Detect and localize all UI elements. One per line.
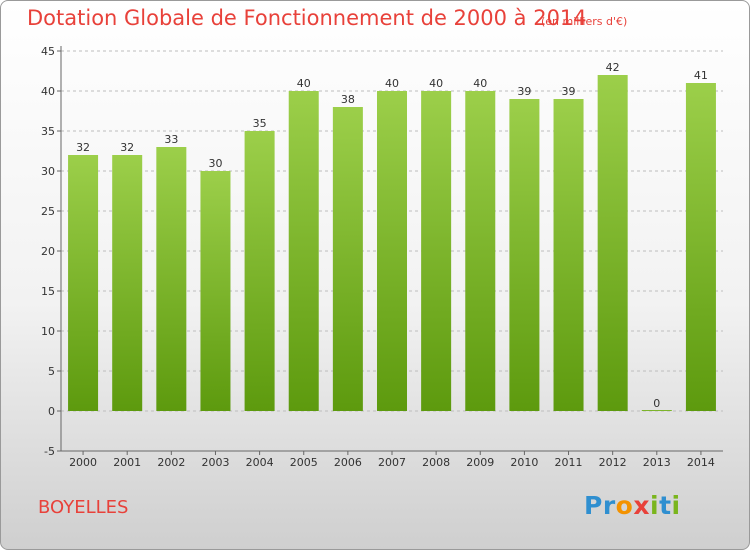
bar-2004	[244, 131, 275, 411]
value-label-2010: 39	[517, 85, 531, 98]
value-label-2013: 0	[653, 397, 660, 410]
y-tick-label: 40	[41, 85, 55, 98]
value-label-2006: 38	[341, 93, 355, 106]
y-tick-label: 5	[48, 365, 55, 378]
y-tick-label: 15	[41, 285, 55, 298]
value-label-2007: 40	[385, 77, 399, 90]
logo-letter: r	[602, 491, 616, 520]
commune-name: BOYELLES	[38, 497, 129, 518]
logo-letter: x	[633, 491, 650, 520]
bar-2011	[553, 99, 584, 411]
y-tick-label: 20	[41, 245, 55, 258]
bar-2006	[332, 107, 363, 411]
bar-2002	[156, 147, 187, 411]
logo-letter: i	[671, 491, 681, 520]
x-tick-label-2012: 2012	[599, 456, 627, 469]
bar-2001	[112, 155, 143, 411]
value-label-2005: 40	[297, 77, 311, 90]
x-tick-label-2010: 2010	[510, 456, 538, 469]
chart-title: Dotation Globale de Fonctionnement de 20…	[27, 6, 587, 30]
x-tick-label-2001: 2001	[113, 456, 141, 469]
x-tick-label-2011: 2011	[555, 456, 583, 469]
x-tick-label-2006: 2006	[334, 456, 362, 469]
bar-2000	[68, 155, 99, 411]
y-tick-label: 0	[48, 405, 55, 418]
value-label-2003: 30	[208, 157, 222, 170]
bars	[68, 75, 716, 411]
x-tick-label-2002: 2002	[157, 456, 185, 469]
y-tick-label: 30	[41, 165, 55, 178]
value-label-2001: 32	[120, 141, 134, 154]
bar-2009	[465, 91, 496, 411]
value-label-2002: 33	[164, 133, 178, 146]
x-tick-label-2004: 2004	[246, 456, 274, 469]
logo-letter: t	[659, 491, 672, 520]
axes: -5 0 5 10 15 20 25 30 35 40 45 2000 2001 2002 2003 2004…	[41, 45, 723, 469]
value-label-2011: 39	[562, 85, 576, 98]
x-tick-label-2005: 2005	[290, 456, 318, 469]
bar-2010	[509, 99, 540, 411]
y-tick-label: 10	[41, 325, 55, 338]
proxiti-logo: Proxiti	[584, 491, 681, 520]
chart-unit-note: (en milliers d'€)	[541, 15, 628, 28]
value-labels: 32 32 33 30 35 40 38 40 40 40 39 39 42 0 41	[76, 61, 708, 410]
logo-letter: i	[650, 491, 660, 520]
value-label-2012: 42	[606, 61, 620, 74]
logo-letter: o	[615, 491, 634, 520]
y-tick-label: 45	[41, 45, 55, 58]
x-tick-label-2007: 2007	[378, 456, 406, 469]
value-label-2004: 35	[253, 117, 267, 130]
bar-2005	[288, 91, 319, 411]
logo-letter: P	[584, 491, 603, 520]
value-label-2014: 41	[694, 69, 708, 82]
value-label-2009: 40	[473, 77, 487, 90]
y-tick-label: -5	[44, 445, 55, 458]
bar-2014	[685, 83, 716, 411]
bar-2003	[200, 171, 231, 411]
x-tick-label-2014: 2014	[687, 456, 715, 469]
x-tick-label-2008: 2008	[422, 456, 450, 469]
x-tick-label-2003: 2003	[201, 456, 229, 469]
x-tick-label-2000: 2000	[69, 456, 97, 469]
x-tick-label-2009: 2009	[466, 456, 494, 469]
x-tick-label-2013: 2013	[643, 456, 671, 469]
bar-2008	[421, 91, 452, 411]
value-label-2008: 40	[429, 77, 443, 90]
y-tick-label: 25	[41, 205, 55, 218]
bar-2013	[641, 410, 672, 411]
value-label-2000: 32	[76, 141, 90, 154]
y-tick-label: 35	[41, 125, 55, 138]
bar-2012	[597, 75, 628, 411]
bar-2007	[376, 91, 408, 411]
